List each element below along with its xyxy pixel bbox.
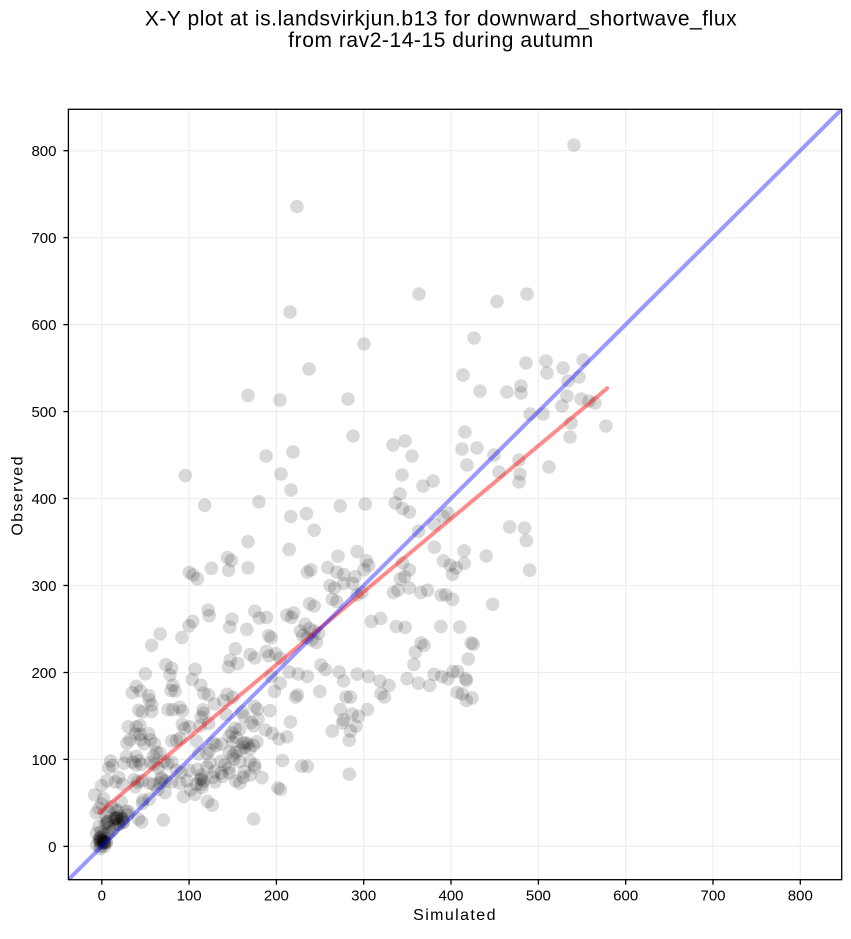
svg-text:600: 600 — [31, 317, 56, 334]
svg-text:700: 700 — [31, 230, 56, 247]
svg-text:X-Y plot at is.landsvirkjun.b1: X-Y plot at is.landsvirkjun.b13 for down… — [145, 7, 737, 30]
svg-text:700: 700 — [700, 888, 725, 905]
svg-text:100: 100 — [177, 888, 202, 905]
svg-text:300: 300 — [351, 888, 376, 905]
svg-text:0: 0 — [98, 888, 106, 905]
svg-text:800: 800 — [31, 143, 56, 160]
svg-text:500: 500 — [31, 404, 56, 421]
svg-text:0: 0 — [48, 839, 56, 856]
svg-text:500: 500 — [526, 888, 551, 905]
svg-text:100: 100 — [31, 752, 56, 769]
svg-text:Observed: Observed — [9, 455, 26, 536]
svg-text:200: 200 — [31, 665, 56, 682]
svg-text:400: 400 — [438, 888, 463, 905]
svg-text:from rav2-14-15 during autumn: from rav2-14-15 during autumn — [288, 29, 593, 52]
svg-text:400: 400 — [31, 491, 56, 508]
svg-text:300: 300 — [31, 578, 56, 595]
svg-text:Simulated: Simulated — [413, 907, 497, 924]
svg-text:800: 800 — [788, 888, 813, 905]
svg-text:200: 200 — [264, 888, 289, 905]
svg-text:600: 600 — [613, 888, 638, 905]
